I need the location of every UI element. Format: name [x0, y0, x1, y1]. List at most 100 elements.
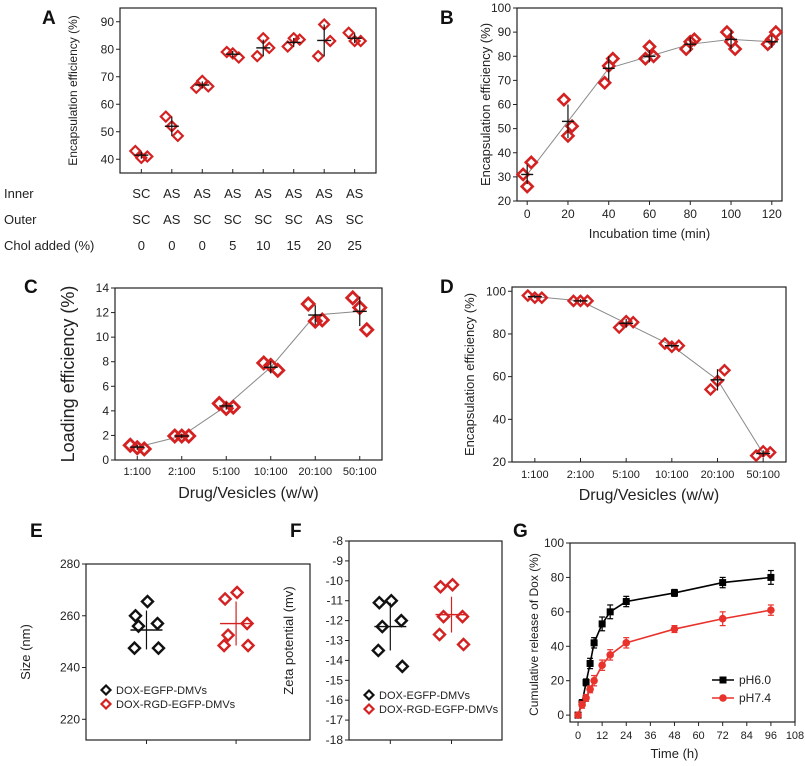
panel-a-outer-label: AS [163, 212, 181, 227]
panel-c-ytick-label: 6 [102, 379, 109, 393]
panel-d-point [573, 294, 588, 308]
panel-g-marker-1 [578, 700, 586, 709]
panel-f-legend-label: DOX-RGD-EGFP-DMVs [379, 704, 499, 716]
panel-a-chol-label: 20 [317, 238, 331, 253]
panel-d-point [717, 363, 732, 377]
panel-f-ytick-label: -16 [326, 693, 344, 707]
panel-e-frame [85, 563, 311, 741]
panel-f-point-0 [372, 595, 387, 610]
panel-f-legend-marker [362, 702, 376, 716]
panel-g-marker-1 [767, 606, 775, 614]
panel-g-marker-1 [582, 694, 590, 702]
panel-a-point [128, 144, 142, 158]
panel-b-ytick-label: 40 [498, 146, 512, 160]
panel-a-row-chol: Chol added (%) [4, 238, 94, 253]
panel-c-ytick-label: 2 [102, 428, 109, 442]
panel-c-point [173, 428, 190, 445]
panel-e-legend-label: DOX-RGD-EGFP-DMVs [116, 699, 236, 711]
panel-b-ytick-label: 70 [498, 73, 512, 87]
panel-f-ytick-label: -15 [326, 673, 344, 687]
panel-g-series-1 [574, 604, 775, 719]
panel-c-point [307, 313, 324, 330]
panel-g-xtick-label: 72 [717, 730, 729, 742]
panel-b-xtick-label: 120 [762, 207, 782, 221]
panel-e-legend-marker [99, 683, 113, 697]
panel-d-xtick-label: 20:100 [701, 469, 735, 481]
panel-g-xtick-label: 36 [644, 730, 656, 742]
panel-g-marker-1 [622, 639, 631, 647]
panel-b-ytick-label: 90 [498, 25, 512, 39]
panel-g-legend-label-0: pH6.0 [739, 673, 771, 687]
panel-e-ytick-label: 220 [60, 712, 80, 726]
panel-g: G 0 20 40 60 80 100 0 12 24 36 48 60 72 84 96 108 Cumulat… [513, 521, 804, 761]
panel-d-ytick-label: 100 [486, 284, 506, 298]
panel-e-point-0 [151, 640, 166, 656]
panel-g-xtick-label: 48 [668, 730, 680, 742]
panel-g-frame [569, 542, 796, 723]
panel-g-ytick-label: 60 [551, 605, 565, 619]
panel-b-ytick-label: 30 [498, 170, 512, 184]
panel-a-chol-label: 5 [229, 238, 236, 253]
panel-c-xtick-label: 2:100 [168, 466, 196, 478]
panel-a-outer-label: AS [316, 212, 334, 227]
panel-f-point-0 [384, 593, 399, 608]
panel-c-xtick-label: 50:100 [343, 466, 377, 478]
panel-c-line [137, 310, 360, 448]
panel-f-ytick-label: -8 [332, 534, 343, 548]
panel-c: C 0 2 4 6 8 10 12 14 Loading efficiency (%) 1:100 2… [24, 277, 383, 502]
panel-a-inner-label: SC [132, 186, 150, 201]
panel-g-ytick-label: 80 [551, 570, 565, 584]
panel-g-ytick-label: 40 [551, 639, 565, 653]
panel-d-xtick-label: 1:100 [521, 469, 549, 481]
panel-a-inner-label: AS [285, 186, 303, 201]
panel-b-xtick-label: 20 [561, 207, 575, 221]
panel-f-ytick-label: -11 [327, 594, 344, 608]
panel-d: D 20 40 60 80 100 Encapsulation efficiency (%)… [440, 277, 787, 504]
panel-label-A: A [42, 8, 56, 29]
panel-f-point-1 [432, 627, 447, 642]
panel-c-ytick-label: 8 [102, 355, 109, 369]
panel-b-xtick-label: 80 [684, 207, 698, 221]
panel-label-C: C [24, 277, 38, 298]
panel-f-legend-label: DOX-EGFP-DMVs [379, 690, 471, 702]
panel-f-point-0 [394, 613, 409, 628]
panel-e-point-1 [240, 638, 256, 653]
panel-b-ytick-label: 20 [498, 194, 512, 208]
panel-b-point [560, 128, 576, 144]
panel-c-xtick-label: 5:100 [212, 466, 240, 478]
panel-a-point [171, 129, 185, 143]
panel-a-inner-label: AS [194, 186, 212, 201]
panel-g-marker-0 [590, 639, 598, 647]
panel-f-point-0 [395, 659, 410, 674]
panel-f-ytick-label: -9 [332, 554, 343, 568]
panel-a-inner-label: AS [255, 186, 273, 201]
panel-label-G: G [513, 521, 528, 542]
panel-label-B: B [440, 8, 454, 29]
panel-b-xtick-label: 0 [524, 207, 531, 221]
panel-e-ylabel: Size (nm) [18, 624, 33, 680]
panel-a-ytick-label: 70 [101, 70, 115, 84]
panel-f-ytick-label: -12 [326, 614, 344, 628]
panel-d-xtick-label: 50:100 [746, 469, 780, 481]
panel-g-ytick-label: 100 [544, 536, 564, 550]
panel-g-xtick-label: 24 [620, 730, 632, 742]
panel-e-point-1 [217, 591, 233, 607]
panel-b-ytick-label: 100 [491, 1, 511, 15]
panel-b-point [768, 24, 784, 40]
panel-c-ytick-label: 14 [96, 281, 110, 295]
panel-g-marker-1 [574, 711, 582, 719]
panel-g-xtick-label: 60 [692, 730, 704, 742]
panel-b-point [523, 155, 539, 170]
panel-b-point [556, 92, 572, 108]
panel-a-inner-label: AS [346, 186, 364, 201]
panel-c-xtick-label: 10:100 [254, 466, 288, 478]
panel-b-xlabel: Incubation time (min) [589, 226, 710, 241]
panel-d-xtick-label: 5:100 [612, 469, 640, 481]
panel-e-point-0 [128, 608, 143, 623]
panel-a-row-outer: Outer [4, 212, 37, 227]
panel-b-ytick-label: 80 [498, 49, 512, 63]
panel-f-point-1 [436, 609, 451, 624]
panel-f-point-1 [456, 637, 471, 652]
panel-a-point [159, 110, 173, 124]
